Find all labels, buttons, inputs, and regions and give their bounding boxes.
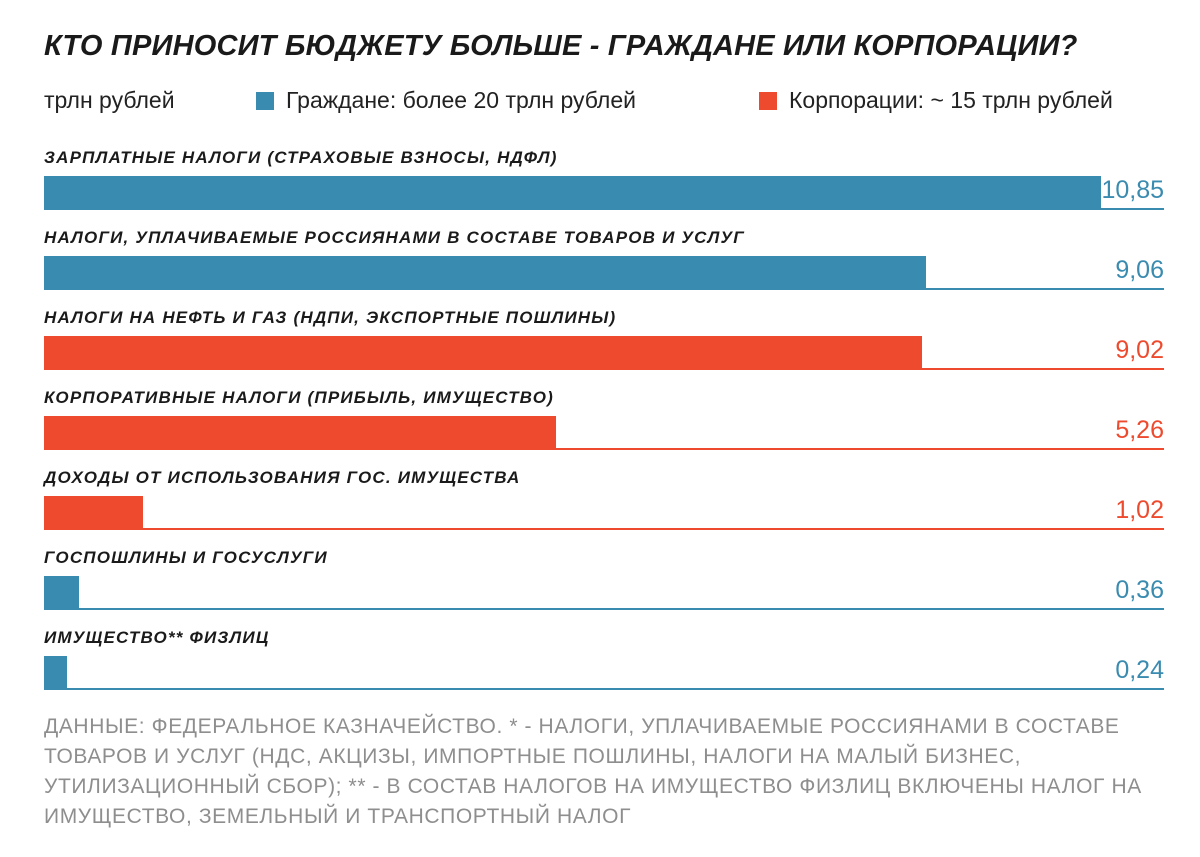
category-label: ГОСПОШЛИНЫ И ГОСУСЛУГИ xyxy=(44,548,328,567)
bar-baseline xyxy=(44,448,1164,450)
value-label: 5,26 xyxy=(1115,416,1164,444)
category-label: КОРПОРАТИВНЫЕ НАЛОГИ (ПРИБЫЛЬ, ИМУЩЕСТВО… xyxy=(44,388,554,407)
value-label: 9,06 xyxy=(1115,256,1164,284)
chart-title: КТО ПРИНОСИТ БЮДЖЕТУ БОЛЬШЕ - ГРАЖДАНЕ И… xyxy=(44,30,1078,62)
bar-fees-services xyxy=(44,576,79,609)
category-label: НАЛОГИ НА НЕФТЬ И ГАЗ (НДПИ, ЭКСПОРТНЫЕ … xyxy=(44,308,617,327)
bar-baseline xyxy=(44,288,1164,290)
bar-oil-gas xyxy=(44,336,922,369)
value-label: 0,36 xyxy=(1115,576,1164,604)
legend: трлн рублей Граждане: более 20 трлн рубл… xyxy=(44,87,1168,117)
legend-swatch-corporations xyxy=(759,91,777,110)
legend-item-corporations: Корпорации: ~ 15 трлн рублей xyxy=(759,87,1113,114)
bar-chart: ЗАРПЛАТНЫЕ НАЛОГИ (СТРАХОВЫЕ ВЗНОСЫ, НДФ… xyxy=(44,148,1164,708)
bar-row-oil-gas: НАЛОГИ НА НЕФТЬ И ГАЗ (НДПИ, ЭКСПОРТНЫЕ … xyxy=(44,308,1164,388)
value-label: 0,24 xyxy=(1115,656,1164,684)
legend-swatch-citizens xyxy=(256,91,274,110)
bar-baseline xyxy=(44,528,1164,530)
bar-personal-property xyxy=(44,656,67,689)
legend-label-citizens: Граждане: более 20 трлн рублей xyxy=(286,87,636,113)
legend-label-corporations: Корпорации: ~ 15 трлн рублей xyxy=(789,87,1113,113)
bar-baseline xyxy=(44,608,1164,610)
bar-baseline xyxy=(44,688,1164,690)
value-label: 9,02 xyxy=(1115,336,1164,364)
bar-row-goods-services: НАЛОГИ, УПЛАЧИВАЕМЫЕ РОССИЯНАМИ В СОСТАВ… xyxy=(44,228,1164,308)
bar-baseline xyxy=(44,368,1164,370)
category-label: ИМУЩЕСТВО** ФИЗЛИЦ xyxy=(44,628,270,647)
bar-row-fees-services: ГОСПОШЛИНЫ И ГОСУСЛУГИ 0,36 xyxy=(44,548,1164,628)
bar-payroll xyxy=(44,176,1101,209)
legend-item-citizens: Граждане: более 20 трлн рублей xyxy=(256,87,636,114)
category-label: НАЛОГИ, УПЛАЧИВАЕМЫЕ РОССИЯНАМИ В СОСТАВ… xyxy=(44,228,745,247)
bar-row-payroll: ЗАРПЛАТНЫЕ НАЛОГИ (СТРАХОВЫЕ ВЗНОСЫ, НДФ… xyxy=(44,148,1164,228)
footnote: ДАННЫЕ: ФЕДЕРАЛЬНОЕ КАЗНАЧЕЙСТВО. * - НА… xyxy=(44,715,1142,828)
bar-row-personal-property: ИМУЩЕСТВО** ФИЗЛИЦ 0,24 xyxy=(44,628,1164,708)
bar-row-corporate: КОРПОРАТИВНЫЕ НАЛОГИ (ПРИБЫЛЬ, ИМУЩЕСТВО… xyxy=(44,388,1164,468)
bar-goods-services xyxy=(44,256,926,289)
bar-row-state-property: ДОХОДЫ ОТ ИСПОЛЬЗОВАНИЯ ГОС. ИМУЩЕСТВА 1,… xyxy=(44,468,1164,548)
value-label: 1,02 xyxy=(1115,496,1164,524)
bar-state-property xyxy=(44,496,143,529)
bar-baseline xyxy=(44,208,1164,210)
value-label: 10,85 xyxy=(1101,176,1164,204)
legend-unit: трлн рублей xyxy=(44,87,175,113)
bar-corporate xyxy=(44,416,556,449)
category-label: ЗАРПЛАТНЫЕ НАЛОГИ (СТРАХОВЫЕ ВЗНОСЫ, НДФ… xyxy=(44,148,558,167)
category-label: ДОХОДЫ ОТ ИСПОЛЬЗОВАНИЯ ГОС. ИМУЩЕСТВА xyxy=(44,468,521,487)
